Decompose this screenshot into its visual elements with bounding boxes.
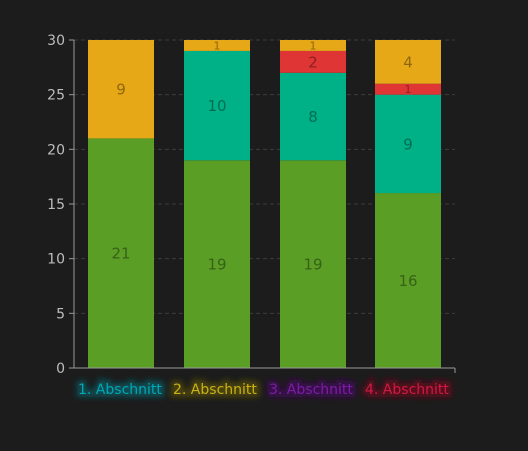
bar-segment[interactable] (375, 94, 441, 194)
bars (88, 40, 441, 368)
y-tick-label: 5 (56, 306, 65, 322)
legend-label-glow: 2. Abschnitt (173, 382, 257, 398)
data-label: 21 (111, 245, 130, 263)
legend-label: 3. Abschnitt (269, 382, 353, 398)
data-label: 19 (207, 256, 226, 274)
legend-label: 1. Abschnitt (78, 382, 162, 398)
bar-segment[interactable] (184, 160, 250, 368)
bar-segment[interactable] (375, 193, 441, 368)
legend-label-glow: 3. Abschnitt (269, 382, 353, 398)
legend-label: 2. Abschnitt (173, 382, 257, 398)
data-label: 1 (214, 39, 221, 52)
bar-segment[interactable] (184, 40, 250, 51)
bar-segment[interactable] (375, 40, 441, 84)
bar-segment[interactable] (88, 40, 154, 139)
data-label: 1 (405, 83, 412, 96)
data-label: 16 (398, 272, 417, 290)
data-label: 4 (403, 53, 413, 71)
data-label: 19 (303, 256, 322, 274)
data-label: 9 (403, 135, 413, 153)
legend-label-glow: 1. Abschnitt (78, 382, 162, 398)
data-label: 2 (308, 53, 318, 71)
bar-segment[interactable] (88, 138, 154, 368)
axes: 0 5 10 15 20 25 30 (47, 33, 456, 377)
bar-segment[interactable] (280, 72, 346, 161)
data-label: 9 (116, 81, 126, 99)
y-tick-label: 15 (47, 197, 65, 213)
y-tick-label: 0 (56, 361, 65, 377)
legend-label-glow: 4. Abschnitt (365, 382, 449, 398)
bar-segment[interactable] (184, 50, 250, 161)
bar-segment[interactable] (280, 40, 346, 51)
y-tick-label: 20 (47, 142, 65, 158)
y-tick-label: 10 (47, 252, 65, 268)
bar-segment[interactable] (280, 50, 346, 73)
y-tick-label: 25 (47, 88, 65, 104)
data-label: 8 (308, 108, 318, 126)
bar-segment[interactable] (280, 160, 346, 368)
data-label: 1 (310, 39, 317, 52)
legend-label: 4. Abschnitt (365, 382, 449, 398)
data-label: 10 (207, 97, 226, 115)
bar-segment[interactable] (375, 83, 441, 95)
y-tick-label: 30 (47, 33, 65, 49)
